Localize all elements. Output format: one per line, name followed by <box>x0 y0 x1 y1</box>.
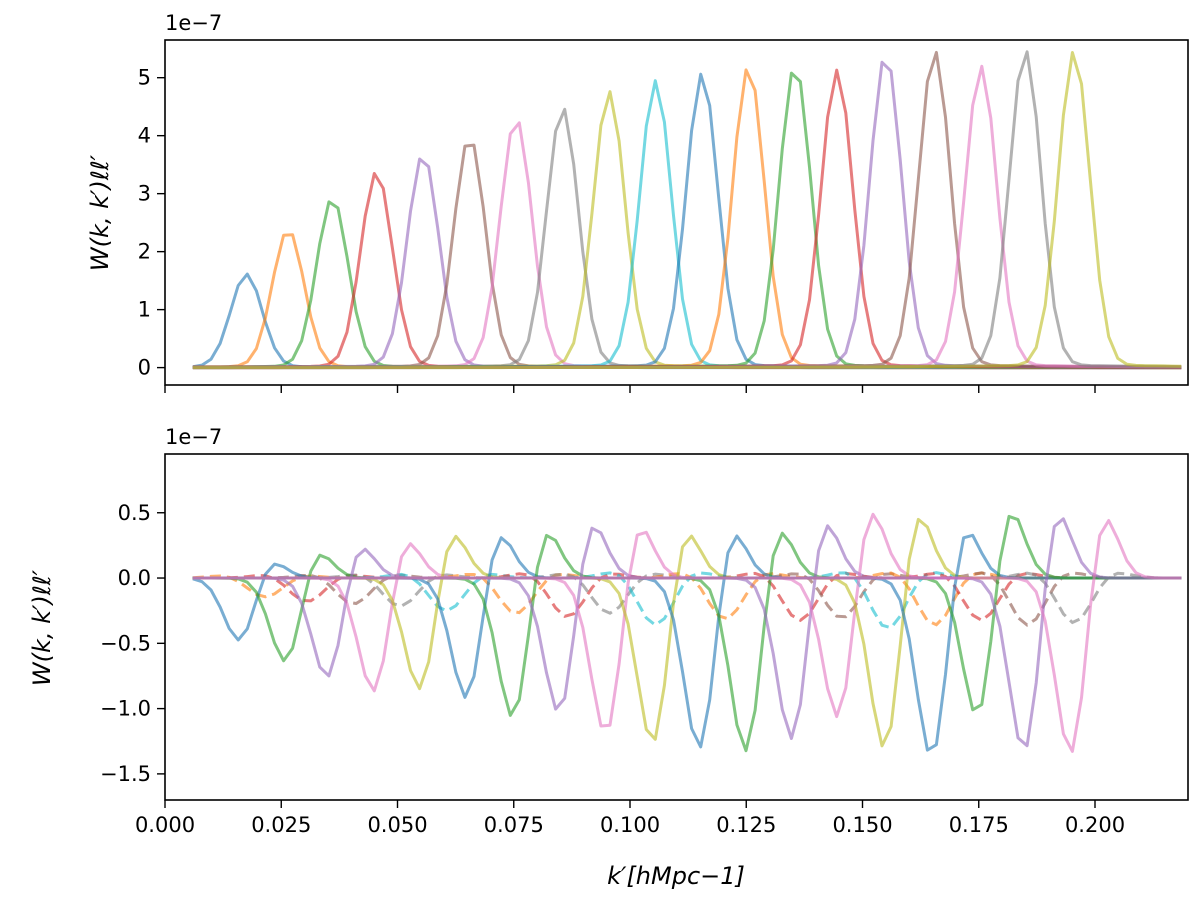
bottom-xtick-label: 0.025 <box>251 813 311 837</box>
bottom-xtick-label: 0.000 <box>135 813 195 837</box>
top-ticks: 0 1 2 3 4 5 <box>138 66 1096 393</box>
bottom-solid-curve-3 <box>192 547 1182 678</box>
top-ytick-label: 1 <box>138 298 151 322</box>
bottom-y-axis-label: W(k, k′)ℓℓ′ <box>28 569 56 686</box>
bottom-axes-frame <box>164 453 1189 801</box>
top-offset-label: 1e−7 <box>165 11 222 35</box>
top-y-axis-label: W(k, k′)ℓℓ′ <box>86 154 114 271</box>
bottom-xtick-label: 0.050 <box>367 813 427 837</box>
x-axis-label: k′[hMpc−1] <box>607 862 745 890</box>
top-ytick-label: 3 <box>138 182 151 206</box>
top-window-curve-7 <box>192 121 1182 370</box>
bottom-curves <box>192 512 1182 753</box>
top-window-curve-19 <box>192 51 1182 370</box>
bottom-xtick-label: 0.075 <box>484 813 544 837</box>
top-window-curve-3 <box>192 200 1182 370</box>
bottom-xtick-label: 0.175 <box>949 813 1009 837</box>
bottom-xtick-label: 0.125 <box>716 813 776 837</box>
bottom-solid-curve-14 <box>192 512 1182 719</box>
bottom-solid-curve-4 <box>192 542 1182 693</box>
bottom-xtick-label: 0.150 <box>832 813 892 837</box>
bottom-ytick-label: −1.0 <box>100 697 151 721</box>
bottom-solid-curve-19 <box>192 519 1182 753</box>
bottom-dashed-curve-10 <box>192 572 1182 621</box>
bottom-ytick-label: 0.5 <box>118 501 151 525</box>
bottom-ytick-label: 0.0 <box>118 566 151 590</box>
top-ytick-label: 2 <box>138 240 151 264</box>
bottom-solid-curve-11 <box>192 534 1182 749</box>
bottom-solid-curve-17 <box>192 514 1182 712</box>
top-panel: 0 1 2 3 4 5 1e−7 W(k, k′)ℓℓ′ <box>86 11 1189 393</box>
top-ytick-label: 0 <box>138 356 151 380</box>
bottom-ytick-label: −0.5 <box>100 631 151 655</box>
bottom-offset-label: 1e−7 <box>165 425 222 449</box>
bottom-xtick-label: 0.100 <box>600 813 660 837</box>
bottom-solid-curve-2 <box>192 553 1182 663</box>
bottom-xtick-label: 0.200 <box>1065 813 1125 837</box>
top-window-curve-4 <box>192 172 1182 370</box>
top-ytick-label: 4 <box>138 124 151 148</box>
bottom-solid-curve-12 <box>192 531 1182 753</box>
bottom-solid-curve-16 <box>192 533 1182 752</box>
top-ytick-label: 5 <box>138 66 151 90</box>
bottom-panel: −1.5 −1.0 −0.5 0.0 0.5 0.000 0.025 0.050 0.075 0.… <box>28 425 1189 890</box>
top-axes-frame <box>164 39 1189 386</box>
top-curves <box>192 50 1182 370</box>
bottom-solid-curve-6 <box>192 536 1182 699</box>
bottom-ticks: −1.5 −1.0 −0.5 0.0 0.5 0.000 0.025 0.050 0.075 0.… <box>100 501 1125 837</box>
bottom-ytick-label: −1.5 <box>100 762 151 786</box>
